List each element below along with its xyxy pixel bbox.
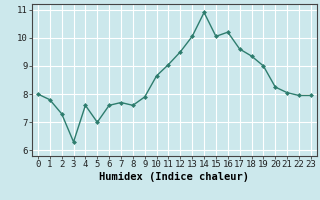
X-axis label: Humidex (Indice chaleur): Humidex (Indice chaleur): [100, 172, 249, 182]
